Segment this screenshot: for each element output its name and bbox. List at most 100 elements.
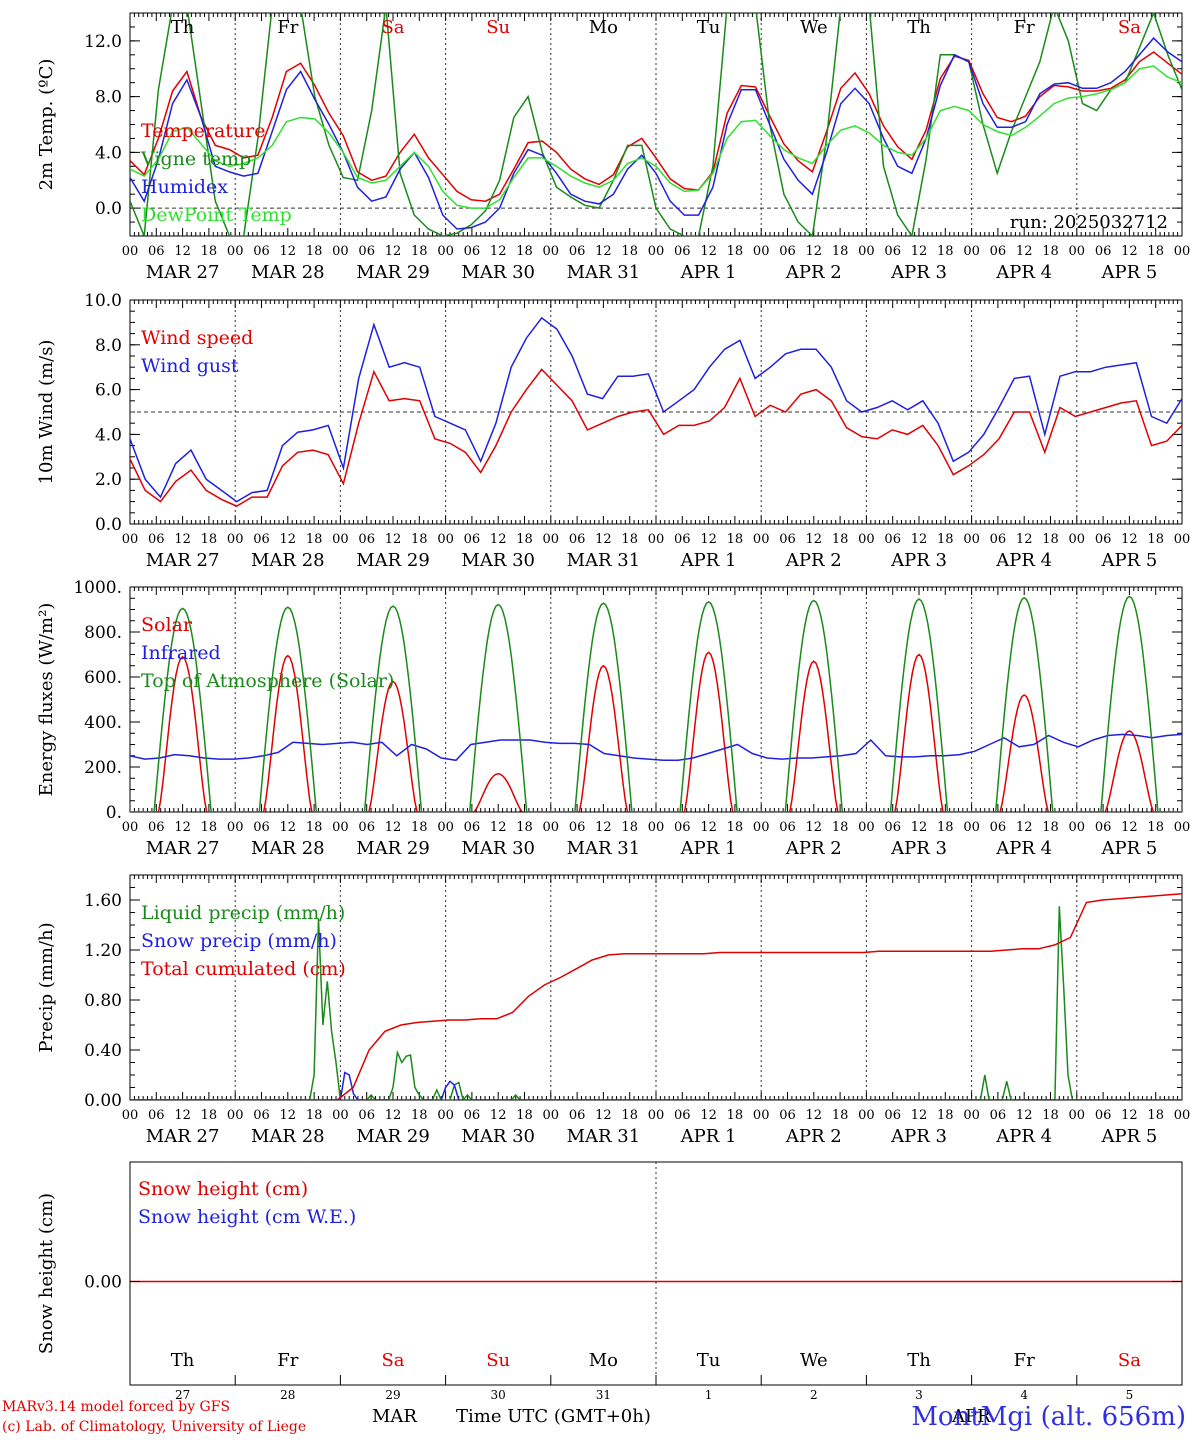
- hour-tick-label: 12: [385, 532, 402, 547]
- hour-tick-label: 00: [332, 1108, 349, 1123]
- hour-tick-label: 12: [1121, 1108, 1138, 1123]
- date-label: APR 1: [680, 1126, 737, 1147]
- hour-tick-label: 18: [306, 1108, 323, 1123]
- date-label: MAR 30: [461, 1126, 535, 1147]
- hour-tick-label: 06: [674, 820, 691, 835]
- hour-tick-label: 18: [621, 244, 638, 259]
- hour-tick-label: 00: [648, 820, 665, 835]
- hour-tick-label: 06: [253, 820, 270, 835]
- series-line-solar: [130, 651, 1182, 812]
- hour-tick-label: 12: [806, 244, 823, 259]
- hour-tick-label: 18: [306, 532, 323, 547]
- hour-tick-label: 00: [753, 820, 770, 835]
- hour-tick-label: 12: [174, 820, 191, 835]
- hour-tick-label: 18: [516, 532, 533, 547]
- hour-tick-label: 00: [648, 532, 665, 547]
- hour-tick-label: 00: [543, 532, 560, 547]
- hour-tick-label: 00: [122, 532, 139, 547]
- hour-tick-label: 06: [358, 244, 375, 259]
- hour-tick-label: 12: [911, 820, 928, 835]
- hour-tick-label: 12: [385, 820, 402, 835]
- bottom-day-number: 3: [915, 1388, 923, 1402]
- hour-tick-label: 12: [385, 244, 402, 259]
- hour-tick-label: 00: [1069, 244, 1086, 259]
- bottom-day-name: Th: [171, 1350, 195, 1371]
- top-day-name: Th: [907, 17, 931, 38]
- hour-tick-label: 18: [411, 532, 428, 547]
- run-annotation: run: 2025032712: [1010, 212, 1168, 233]
- hour-tick-label: 00: [122, 1108, 139, 1123]
- legend-entry: Infrared: [141, 642, 221, 664]
- hour-tick-label: 00: [1069, 820, 1086, 835]
- hour-tick-label: 00: [332, 244, 349, 259]
- y-tick-label: 1.60: [84, 891, 122, 911]
- legend-entry: DewPoint Temp: [141, 204, 292, 226]
- top-day-name: Mo: [589, 17, 618, 38]
- bottom-day-number: 1: [705, 1388, 713, 1402]
- date-label: MAR 29: [356, 1126, 430, 1147]
- legend-entry: Total cumulated (cm): [141, 958, 346, 980]
- y-tick-label: 0.0: [95, 199, 122, 219]
- hour-tick-label: 06: [1095, 244, 1112, 259]
- hour-tick-label: 18: [411, 820, 428, 835]
- date-label: APR 1: [680, 838, 737, 859]
- hour-tick-label: 12: [1121, 532, 1138, 547]
- hour-tick-label: 18: [1042, 532, 1059, 547]
- series-group: [130, 13, 1182, 236]
- date-label: MAR 28: [251, 1126, 325, 1147]
- series-group: [130, 316, 1182, 507]
- hour-tick-label: 00: [1174, 244, 1191, 259]
- hour-tick-label: 18: [1147, 244, 1164, 259]
- y-axis-title: 10m Wind (m/s): [36, 340, 57, 485]
- date-label: MAR 30: [461, 838, 535, 859]
- y-tick-label: 600.: [84, 668, 122, 688]
- bottom-day-number: 5: [1126, 1388, 1134, 1402]
- hour-tick-label: 18: [1042, 244, 1059, 259]
- hour-tick-label: 18: [937, 820, 954, 835]
- hour-tick-label: 18: [201, 820, 218, 835]
- hour-tick-label: 06: [569, 244, 586, 259]
- date-label: MAR 29: [356, 262, 430, 283]
- hour-tick-label: 18: [306, 820, 323, 835]
- date-label: MAR 28: [251, 550, 325, 571]
- hour-tick-label: 12: [280, 1108, 297, 1123]
- bottom-day-number: 30: [491, 1388, 506, 1402]
- hour-tick-label: 00: [437, 244, 454, 259]
- hour-tick-label: 12: [700, 244, 717, 259]
- series-line-top-of-atmosphere-solar-: [130, 595, 1182, 812]
- hour-tick-label: 18: [201, 532, 218, 547]
- hour-tick-label: 06: [779, 532, 796, 547]
- series-line-dewpoint-temp: [130, 65, 1182, 209]
- hour-tick-label: 06: [674, 1108, 691, 1123]
- hour-tick-label: 18: [727, 532, 744, 547]
- hour-tick-label: 06: [990, 244, 1007, 259]
- station-name: MontMgi (alt. 656m): [911, 1402, 1186, 1432]
- y-tick-label: 0.40: [84, 1041, 122, 1061]
- hour-tick-label: 12: [490, 532, 507, 547]
- date-label: APR 4: [995, 262, 1052, 283]
- hour-tick-label: 12: [174, 532, 191, 547]
- series-group: [130, 893, 1182, 1100]
- hour-tick-label: 06: [358, 532, 375, 547]
- hour-tick-label: 12: [174, 1108, 191, 1123]
- y-axis-title: Precip (mm/h): [36, 922, 57, 1052]
- bottom-day-name: Sa: [1118, 1350, 1141, 1371]
- hour-tick-label: 18: [1042, 1108, 1059, 1123]
- hour-tick-label: 18: [832, 244, 849, 259]
- hour-tick-label: 00: [227, 244, 244, 259]
- date-label: MAR 27: [146, 1126, 220, 1147]
- bottom-day-name: Th: [907, 1350, 931, 1371]
- hour-tick-label: 12: [1016, 532, 1033, 547]
- month-label-mar: MAR: [372, 1406, 417, 1427]
- top-day-name: Sa: [381, 17, 404, 38]
- hour-tick-label: 06: [779, 1108, 796, 1123]
- series-line-vigne-temp: [130, 13, 1182, 236]
- hour-tick-label: 18: [1147, 820, 1164, 835]
- series-line-wind-speed: [130, 368, 1182, 507]
- date-label: MAR 28: [251, 262, 325, 283]
- hour-tick-label: 18: [937, 244, 954, 259]
- hour-tick-label: 12: [1016, 1108, 1033, 1123]
- hour-tick-label: 00: [963, 244, 980, 259]
- date-label: MAR 28: [251, 838, 325, 859]
- y-tick-label: 8.0: [95, 88, 122, 108]
